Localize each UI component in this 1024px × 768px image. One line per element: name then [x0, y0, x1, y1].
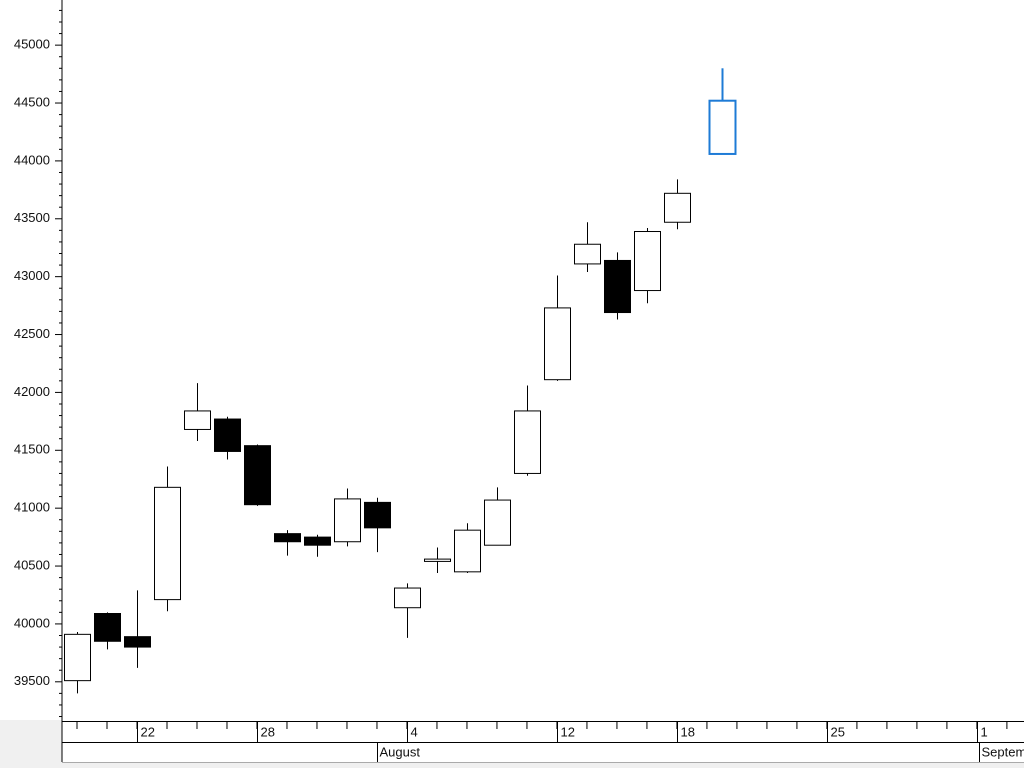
- x-tick-label: 28: [261, 724, 275, 739]
- x-tick-label: 25: [831, 724, 845, 739]
- y-tick-label: 42000: [14, 384, 50, 399]
- x-tick-label: 1: [981, 724, 988, 739]
- candle-body: [634, 231, 661, 292]
- candle-body: [154, 486, 181, 601]
- candle-body: [334, 498, 361, 543]
- candle-body: [214, 418, 241, 452]
- month-label: September: [982, 744, 1024, 759]
- y-tick-label: 40500: [14, 557, 50, 572]
- y-tick-label: 43000: [14, 268, 50, 283]
- candle-body: [94, 613, 121, 642]
- candle-body: [124, 636, 151, 648]
- candle-body: [394, 587, 421, 609]
- y-tick-label: 39500: [14, 673, 50, 688]
- candle-body: [304, 536, 331, 546]
- axis-corner: [0, 720, 62, 768]
- candle-body: [64, 633, 91, 682]
- candle-body: [544, 307, 571, 381]
- candle-body: [364, 501, 391, 529]
- y-tick-label: 44000: [14, 152, 50, 167]
- candle-body: [424, 558, 451, 562]
- y-tick-label: 41500: [14, 442, 50, 457]
- x-tick-label: 22: [141, 724, 155, 739]
- y-tick-label: 40000: [14, 615, 50, 630]
- x-tick-label: 12: [561, 724, 575, 739]
- candle-body: [454, 529, 481, 573]
- y-tick-label: 44500: [14, 94, 50, 109]
- candle-body: [484, 499, 511, 546]
- candle-body: [574, 243, 601, 265]
- candle-body: [274, 533, 301, 543]
- candle-body: [664, 192, 691, 223]
- candle-body: [708, 99, 737, 155]
- y-tick-label: 41000: [14, 500, 50, 515]
- bottom-strip: [62, 762, 1024, 768]
- x-tick-label: 18: [681, 724, 695, 739]
- x-tick-label: 4: [411, 724, 418, 739]
- candle-body: [244, 445, 271, 506]
- candle-body: [514, 410, 541, 474]
- y-tick-label: 42500: [14, 326, 50, 341]
- month-label: August: [380, 744, 421, 759]
- y-tick-label: 45000: [14, 37, 50, 52]
- y-tick-label: 43500: [14, 210, 50, 225]
- candle-body: [604, 259, 631, 314]
- candle-body: [184, 410, 211, 430]
